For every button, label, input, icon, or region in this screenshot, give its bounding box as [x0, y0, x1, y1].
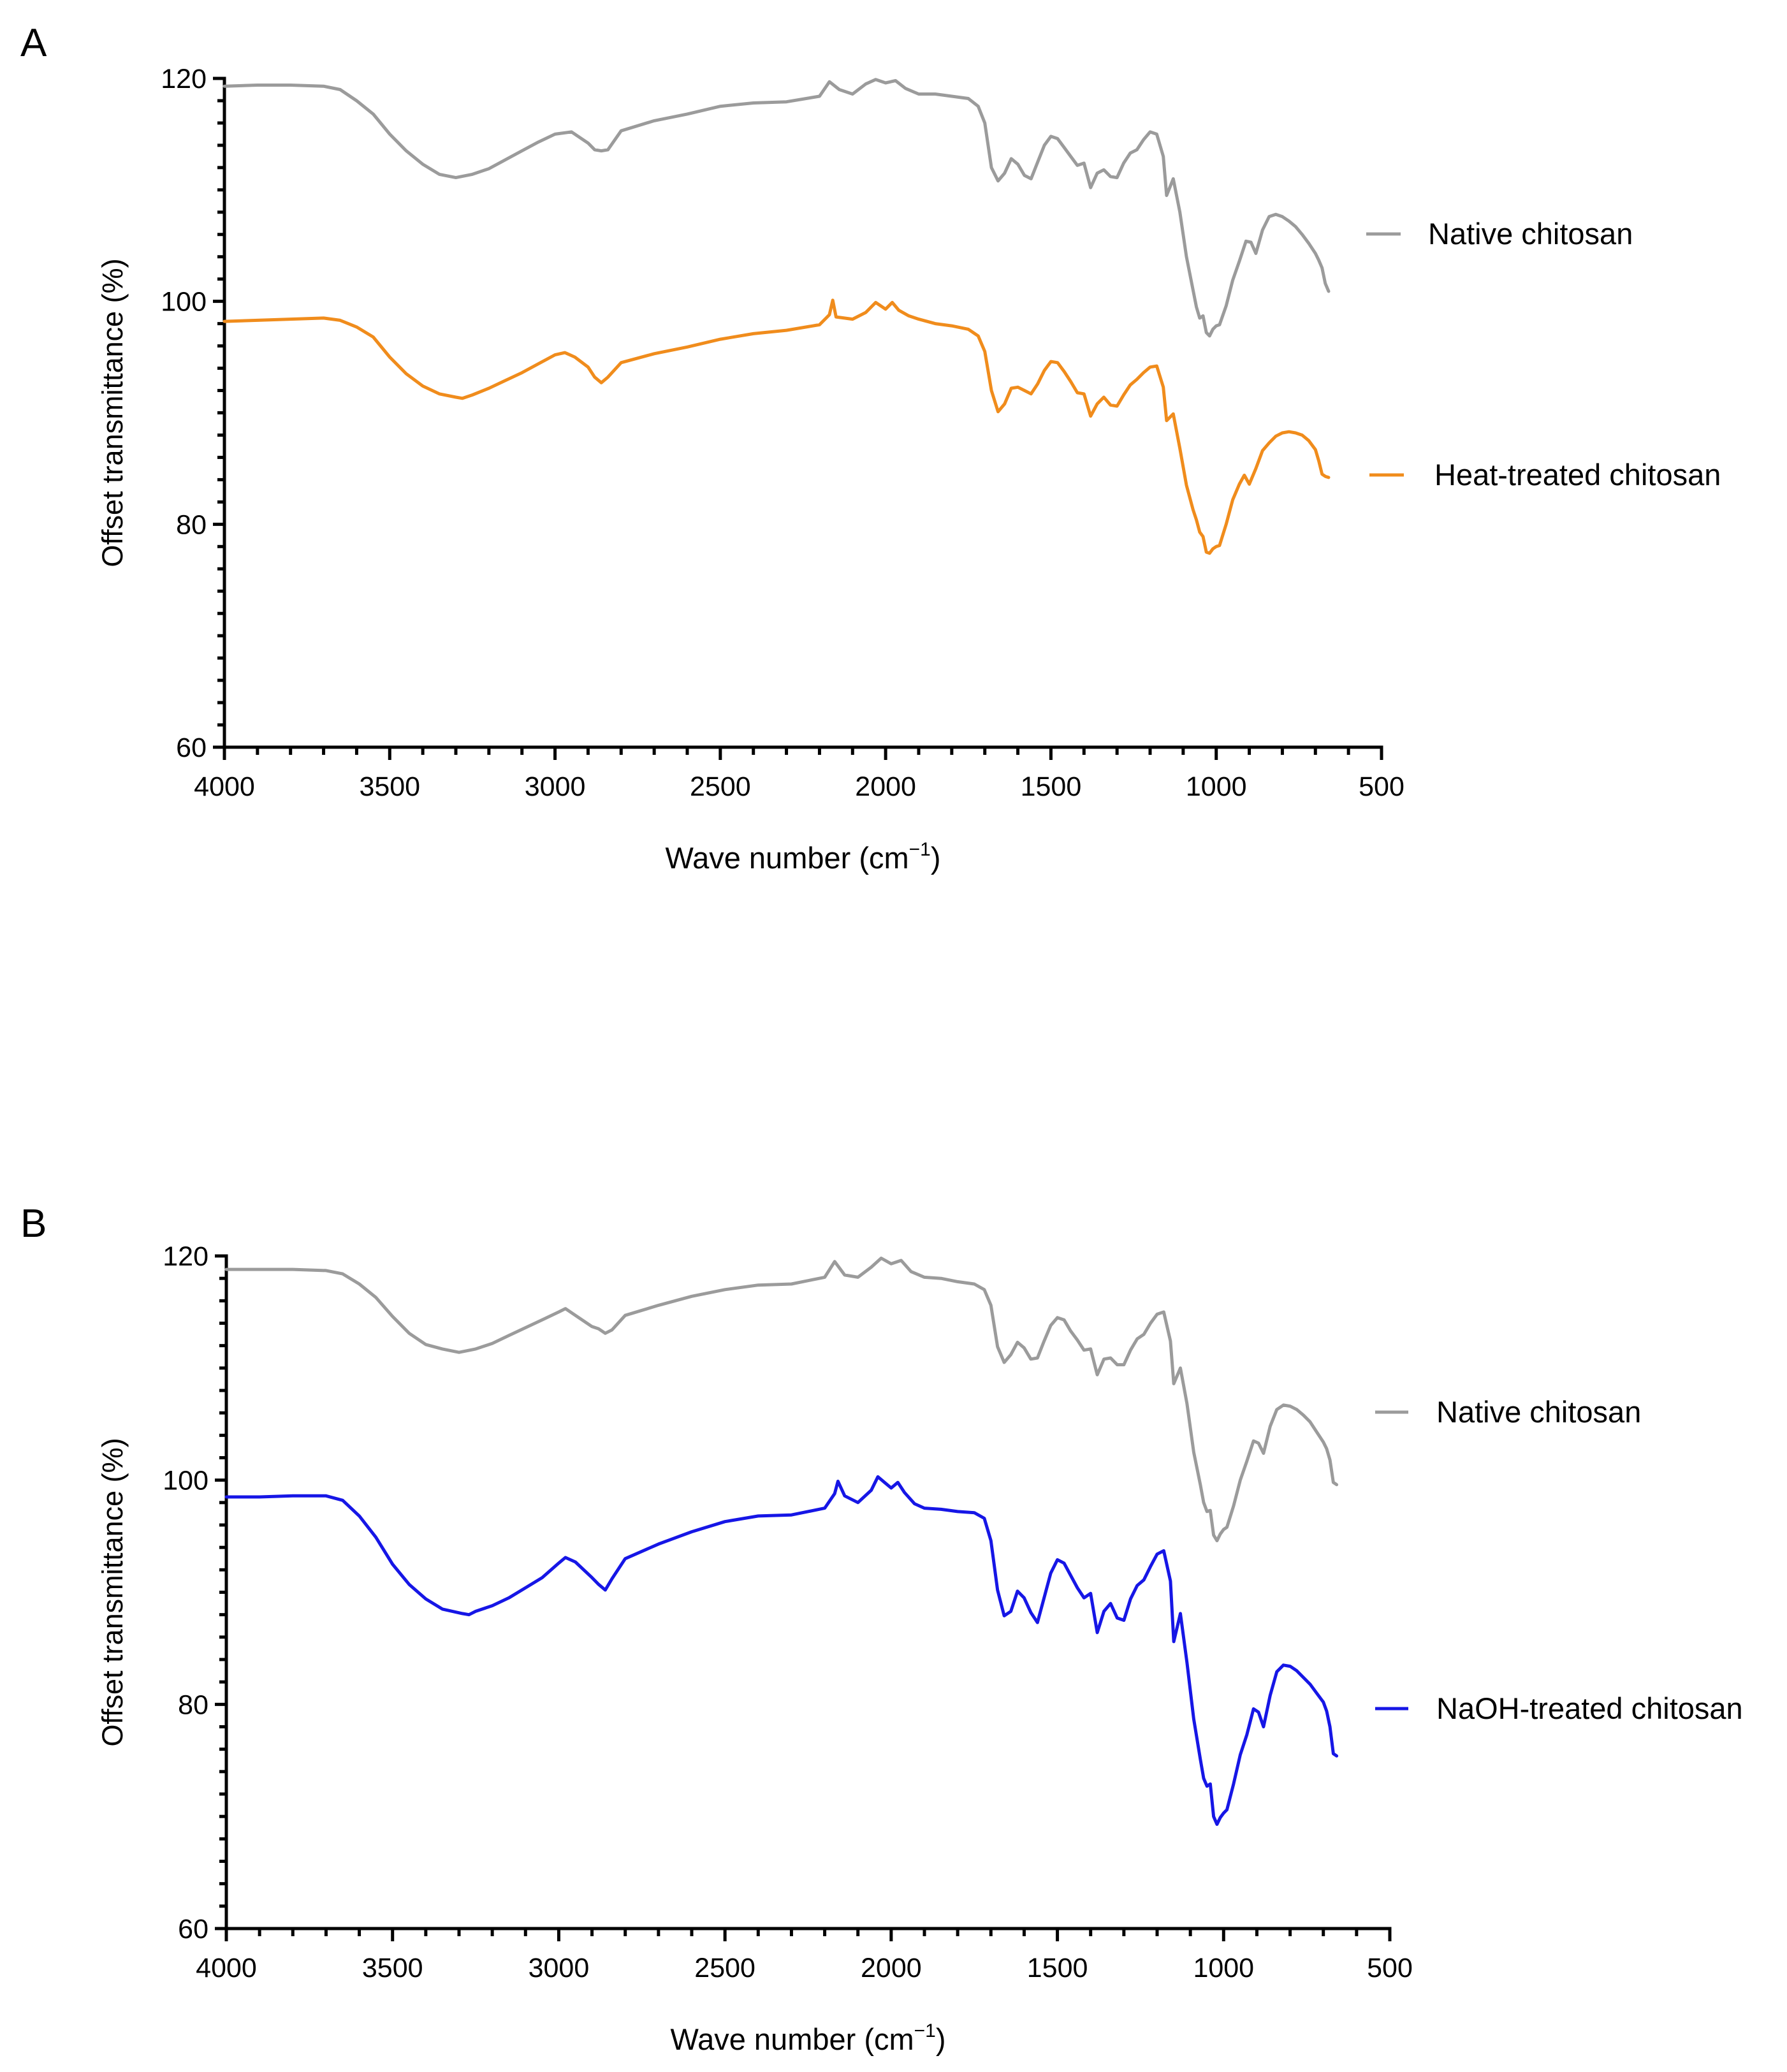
panel-b: B 60 80 100 120 4000 3500 3000 2500 2000 1500 1000 5…: [20, 1202, 1743, 2056]
y-tick-label: 60: [178, 1914, 208, 1944]
x-tick-label: 1500: [1021, 771, 1082, 802]
x-tick-label: 1000: [1186, 771, 1247, 802]
x-tick-label: 2500: [694, 1953, 755, 1983]
y-tick-label: 60: [176, 733, 207, 763]
x-axis-title-main: Wave number (cm: [665, 841, 908, 875]
x-tick-label: 3500: [359, 771, 420, 802]
y-tick-label: 100: [163, 1466, 208, 1496]
y-tick-label: 80: [178, 1689, 208, 1720]
x-tick-label: 2000: [861, 1953, 922, 1983]
y-axis-title: Offset transmittance (%): [96, 258, 129, 567]
series-line-native-chitosan: [224, 1257, 1339, 1543]
series-line-naoh-treated-chitosan: [224, 1475, 1339, 1826]
x-tick-label: 1500: [1027, 1953, 1088, 1983]
x-tick-label: 2000: [855, 771, 916, 802]
y-tick-label: 100: [161, 287, 207, 317]
panel-a: A 60 80 100 120 4000 3500 3000 2500 2000 1500 1000 5…: [20, 21, 1721, 875]
y-axis-title: Offset transmittance (%): [96, 1438, 129, 1746]
x-tick-label: 3000: [529, 1953, 590, 1983]
legend-label: Heat-treated chitosan: [1434, 458, 1721, 492]
legend-label: Native chitosan: [1436, 1395, 1641, 1429]
x-axis-title: Wave number (cm−1): [670, 2020, 945, 2056]
x-axis-title: Wave number (cm−1): [665, 839, 940, 875]
x-tick-label: 500: [1359, 771, 1404, 802]
series-line-heat-treated-chitosan: [222, 298, 1331, 555]
x-tick-label: 2500: [690, 771, 751, 802]
x-tick-label: 1000: [1193, 1953, 1254, 1983]
x-tick-label: 4000: [196, 1953, 257, 1983]
panel-label: B: [20, 1202, 47, 1246]
panel-label: A: [20, 21, 47, 65]
x-axis-title-main: Wave number (cm: [670, 2022, 914, 2056]
legend-label: Native chitosan: [1428, 217, 1633, 251]
y-tick-label: 80: [176, 509, 207, 540]
y-tick-label: 120: [163, 1241, 208, 1272]
x-tick-label: 4000: [194, 771, 255, 802]
x-tick-label: 500: [1367, 1953, 1413, 1983]
y-tick-label: 120: [161, 64, 207, 94]
legend-label: NaOH-treated chitosan: [1436, 1691, 1743, 1725]
x-axis-title-sup: −1: [909, 839, 931, 860]
x-tick-label: 3000: [525, 771, 586, 802]
series-line-native-chitosan: [222, 78, 1331, 338]
x-axis-title-sup: −1: [914, 2020, 936, 2041]
x-tick-label: 3500: [362, 1953, 423, 1983]
x-axis-title-tail: ): [931, 841, 941, 875]
x-axis-title-tail: ): [936, 2022, 946, 2056]
